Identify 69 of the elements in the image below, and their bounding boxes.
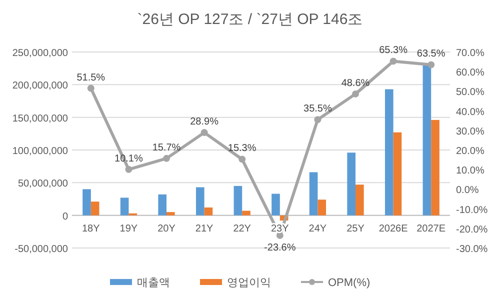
legend-label: 영업이익: [227, 277, 271, 289]
bar: [318, 200, 326, 216]
bar: [393, 132, 402, 216]
bar: [309, 172, 318, 216]
point: [163, 154, 170, 162]
x-tick-label: 21Y: [195, 223, 214, 234]
legend-label: 매출액: [137, 277, 170, 289]
bar: [234, 186, 242, 216]
data-label: 65.3%: [379, 45, 408, 56]
bar: [242, 210, 250, 216]
bar: [90, 202, 100, 216]
x-tick-label: 23Y: [271, 223, 290, 234]
bar: [166, 212, 175, 216]
bar: [422, 65, 432, 216]
x-tick-label: 25Y: [346, 223, 365, 234]
data-label: 10.1%: [114, 153, 143, 164]
x-tick-label: 22Y: [233, 223, 252, 234]
point: [428, 61, 435, 68]
bar: [356, 184, 364, 216]
y2-tick-label: 60.0%: [456, 68, 484, 79]
y-tick-label: 200,000,000: [12, 80, 68, 92]
y2-tick-label: 0.0%: [456, 185, 479, 196]
bar: [431, 120, 440, 216]
data-label: 35.5%: [304, 104, 332, 115]
bar: [158, 194, 166, 216]
point: [125, 166, 132, 173]
y-tick-label: 100,000,000: [12, 146, 68, 157]
x-tick-label: 2026E: [378, 223, 408, 234]
x-tick-label: 19Y: [120, 223, 138, 234]
point: [87, 84, 94, 92]
y2-tick-label: 70.0%: [456, 48, 484, 59]
x-tick-label: 18Y: [82, 223, 100, 234]
data-label: 15.3%: [228, 143, 256, 154]
y-tick-label: -50,000,000: [14, 244, 68, 255]
y2-tick-label: 50.0%: [456, 87, 484, 98]
data-label: 63.5%: [416, 48, 446, 60]
point: [314, 116, 322, 124]
data-label: -23.6%: [264, 242, 296, 254]
point: [390, 58, 397, 65]
bar: [347, 152, 356, 216]
y-tick-label: 0: [62, 211, 68, 222]
y2-tick-label: 40.0%: [456, 106, 484, 118]
y2-tick-label: 30.0%: [456, 126, 484, 138]
point: [352, 90, 359, 98]
data-label: 51.5%: [76, 72, 106, 84]
bar: [384, 89, 394, 216]
point: [238, 156, 246, 163]
bar: [272, 194, 280, 216]
x-tick-label: 20Y: [158, 223, 176, 234]
data-label: 28.9%: [190, 116, 219, 128]
y2-tick-label: -10.0%: [456, 204, 488, 216]
data-label: 48.6%: [341, 78, 370, 89]
y2-tick-label: 20.0%: [456, 146, 484, 157]
bar: [120, 198, 129, 216]
y-tick-label: 250,000,000: [12, 48, 68, 59]
bar: [204, 207, 213, 216]
y2-tick-label: -20.0%: [456, 224, 488, 236]
y-tick-label: 50,000,000: [18, 178, 68, 190]
x-tick-label: 2027E: [416, 223, 446, 234]
y-tick-label: 150,000,000: [12, 113, 68, 124]
data-label: 15.7%: [152, 142, 181, 154]
y2-tick-label: 10.0%: [456, 166, 484, 177]
bar: [82, 189, 91, 216]
bar: [196, 187, 204, 216]
legend-label: OPM(%): [328, 277, 370, 289]
point: [200, 129, 208, 136]
chart-title: `26년 OP 127조 / `27년 OP 146조: [137, 11, 363, 28]
x-tick-label: 24Y: [308, 223, 327, 234]
y2-tick-label: -30.0%: [456, 244, 488, 255]
